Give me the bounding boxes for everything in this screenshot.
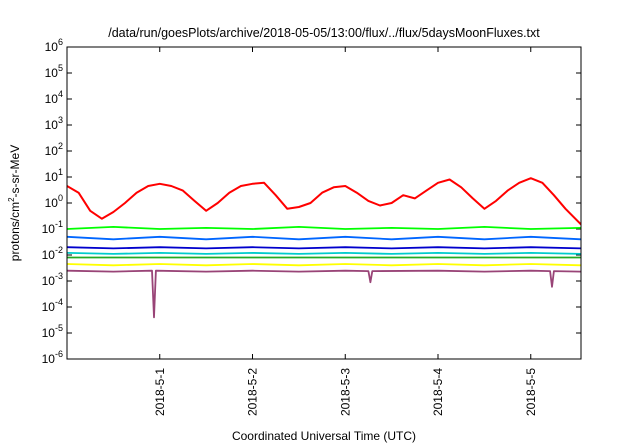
- series-line-7: [67, 269, 581, 319]
- chart-title: /data/run/goesPlots/archive/2018-05-05/1…: [108, 26, 540, 40]
- y-tick-base: 10: [42, 326, 56, 340]
- y-tick-base: 10: [42, 300, 56, 314]
- y-tick-exponent: 4: [58, 89, 63, 99]
- y-tick-base: 10: [45, 196, 59, 210]
- y-axis-label-sup: 2: [7, 197, 16, 202]
- x-tick-label: 2018-5-3: [338, 368, 352, 416]
- y-axis-ticks: 10-610-510-410-310-210-11001011021031041…: [42, 37, 581, 366]
- y-tick-label: 10-4: [42, 297, 63, 314]
- x-axis-label: Coordinated Universal Time (UTC): [232, 429, 416, 443]
- plot-frame: [66, 46, 582, 360]
- y-tick-exponent: -5: [55, 323, 63, 333]
- y-tick-exponent: 3: [58, 115, 63, 125]
- x-tick-label: 2018-5-1: [153, 368, 167, 416]
- y-tick-exponent: 6: [58, 37, 63, 47]
- series-line-0: [67, 177, 581, 226]
- y-tick-exponent: 2: [58, 141, 63, 151]
- y-tick-base: 10: [45, 92, 59, 106]
- y-axis-label-prefix: protons/cm: [8, 202, 22, 261]
- series-line-3: [67, 246, 581, 250]
- y-tick-exponent: -2: [55, 245, 63, 255]
- x-tick-label: 2018-5-4: [431, 368, 445, 416]
- y-tick-base: 10: [42, 352, 56, 366]
- y-tick-base: 10: [42, 248, 56, 262]
- y-tick-label: 10-6: [42, 349, 63, 366]
- data-series: [67, 177, 581, 319]
- y-tick-label: 10-5: [42, 323, 63, 340]
- y-tick-label: 106: [45, 37, 63, 54]
- y-tick-label: 102: [45, 141, 63, 158]
- y-tick-label: 101: [45, 167, 63, 184]
- y-tick-base: 10: [42, 222, 56, 236]
- y-tick-label: 104: [45, 89, 63, 106]
- y-axis-label-suffix: -s-sr-MeV: [8, 145, 22, 198]
- y-tick-label: 10-2: [42, 245, 63, 262]
- series-line-2: [67, 235, 581, 241]
- y-tick-base: 10: [45, 40, 59, 54]
- y-tick-base: 10: [45, 170, 59, 184]
- y-tick-exponent: -4: [55, 297, 63, 307]
- y-tick-exponent: -6: [55, 349, 63, 359]
- y-tick-base: 10: [42, 274, 56, 288]
- series-line-1: [67, 225, 581, 230]
- y-tick-exponent: -3: [55, 271, 63, 281]
- y-tick-label: 100: [45, 193, 63, 210]
- y-tick-exponent: -1: [55, 219, 63, 229]
- y-tick-exponent: 0: [58, 193, 63, 203]
- x-tick-label: 2018-5-2: [246, 368, 260, 416]
- y-tick-label: 105: [45, 63, 63, 80]
- x-axis-ticks: 2018-5-1 2018-5-2 2018-5-3 2018-5-4 2018-5-5: [153, 47, 538, 416]
- y-tick-base: 10: [45, 118, 59, 132]
- y-tick-label: 103: [45, 115, 63, 132]
- y-axis-label: protons/cm2-s-sr-MeV: [7, 145, 22, 261]
- x-tick-label: 2018-5-5: [524, 368, 538, 416]
- series-line-4: [67, 251, 581, 255]
- series-line-6: [67, 263, 581, 267]
- y-tick-exponent: 1: [58, 167, 63, 177]
- y-tick-exponent: 5: [58, 63, 63, 73]
- y-tick-base: 10: [45, 144, 59, 158]
- y-tick-label: 10-3: [42, 271, 63, 288]
- y-tick-base: 10: [45, 66, 59, 80]
- y-tick-label: 10-1: [42, 219, 63, 236]
